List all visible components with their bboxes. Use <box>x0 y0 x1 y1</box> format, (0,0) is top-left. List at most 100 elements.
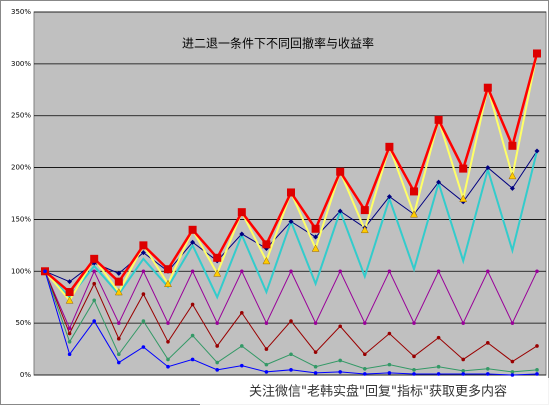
y-tick-label: 250% <box>11 112 31 120</box>
marker-dot <box>461 357 466 362</box>
marker-square <box>287 188 295 197</box>
marker-dot <box>436 335 441 340</box>
marker-diamond <box>313 234 319 240</box>
marker-dot <box>240 310 244 315</box>
marker-dot <box>510 359 515 364</box>
marker-diamond <box>436 179 442 185</box>
marker-dot <box>67 326 72 331</box>
marker-dot <box>190 357 195 362</box>
marker-dot <box>289 368 293 372</box>
marker-triangle <box>262 256 271 265</box>
marker-dot <box>436 269 441 274</box>
marker-square <box>164 265 172 274</box>
marker-dot <box>387 371 392 375</box>
marker-dot <box>338 324 343 329</box>
marker-dot <box>117 321 121 325</box>
marker-dot <box>92 269 96 274</box>
marker-diamond <box>67 279 73 285</box>
marker-triangle <box>311 244 320 252</box>
marker-dot <box>117 360 121 365</box>
marker-square <box>114 277 123 286</box>
marker-dot <box>510 373 515 377</box>
marker-triangle <box>508 171 517 180</box>
marker-dot <box>461 321 466 325</box>
marker-dot <box>264 370 269 374</box>
marker-triangle <box>360 225 369 234</box>
marker-dot <box>363 366 367 371</box>
marker-dot <box>264 347 269 351</box>
marker-dot <box>535 269 539 274</box>
marker-dot <box>338 370 343 374</box>
marker-dot <box>486 366 490 371</box>
marker-square <box>410 187 418 196</box>
marker-dot <box>412 354 416 359</box>
y-tick-label: 0% <box>20 371 31 379</box>
marker-dot <box>363 372 367 376</box>
y-tick-label: 150% <box>11 215 31 223</box>
marker-square <box>65 288 74 297</box>
marker-square <box>533 49 541 58</box>
marker-dot <box>166 321 170 325</box>
marker-square <box>311 224 320 233</box>
marker-triangle <box>213 269 222 277</box>
marker-dot <box>289 269 293 274</box>
marker-dot <box>313 350 318 354</box>
marker-dot <box>43 269 47 274</box>
marker-diamond <box>116 270 122 276</box>
marker-dot <box>313 364 318 369</box>
marker-dot <box>412 368 416 372</box>
marker-dot <box>338 269 343 274</box>
marker-dot <box>141 292 146 296</box>
watermark: 关注微信"老韩实盘"回复"指标"获取更多内容 <box>249 384 507 400</box>
marker-square <box>508 141 517 150</box>
watermark-band <box>200 378 549 405</box>
y-tick-label: 300% <box>11 60 31 68</box>
marker-dot <box>461 372 466 376</box>
marker-square <box>90 254 99 263</box>
y-tick-label: 50% <box>15 319 31 327</box>
marker-dot <box>141 345 146 349</box>
marker-diamond <box>509 185 515 191</box>
marker-dot <box>436 364 441 369</box>
marker-dot <box>166 357 170 362</box>
marker-square <box>262 240 271 249</box>
marker-dot <box>289 352 293 357</box>
marker-square <box>360 206 369 215</box>
marker-dot <box>190 333 195 338</box>
marker-square <box>434 115 443 124</box>
chart-title: 进二退一条件下不同回撤率与收益率 <box>182 36 374 51</box>
marker-diamond <box>337 208 343 214</box>
marker-square <box>213 253 222 262</box>
marker-dot <box>240 363 244 368</box>
marker-diamond <box>485 165 491 171</box>
y-tick-label: 350% <box>11 8 31 16</box>
marker-dot <box>264 362 269 367</box>
marker-dot <box>166 340 170 344</box>
marker-dot <box>363 352 367 357</box>
marker-dot <box>387 331 392 336</box>
marker-triangle <box>65 296 74 304</box>
marker-triangle <box>459 194 468 202</box>
marker-dot <box>387 269 392 274</box>
marker-dot <box>215 321 219 325</box>
marker-square <box>188 225 197 234</box>
marker-dot <box>92 281 96 286</box>
marker-diamond <box>386 194 392 200</box>
y-tick-label: 200% <box>11 164 31 172</box>
marker-dot <box>215 360 219 365</box>
marker-diamond <box>140 250 146 256</box>
marker-dot <box>313 371 318 375</box>
marker-dot <box>92 319 96 323</box>
marker-square <box>385 142 394 151</box>
marker-triangle <box>410 210 418 218</box>
marker-dot <box>215 344 219 348</box>
marker-dot <box>117 352 121 357</box>
marker-dot <box>535 368 539 372</box>
y-tick-label: 100% <box>11 267 31 275</box>
marker-dot <box>117 336 121 341</box>
marker-dot <box>387 362 392 367</box>
marker-dot <box>363 321 367 325</box>
marker-dot <box>92 298 96 303</box>
marker-dot <box>190 269 195 274</box>
